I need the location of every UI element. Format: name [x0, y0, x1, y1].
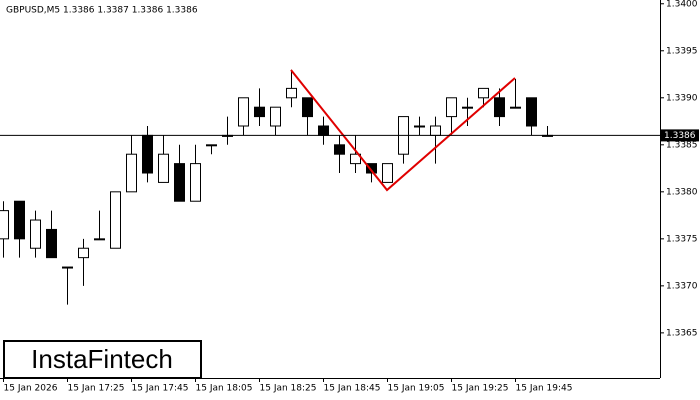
candle-body: [462, 106, 473, 109]
candle-body: [494, 97, 505, 118]
candle-body: [158, 153, 169, 183]
y-tick-label: 1.3400: [666, 0, 698, 9]
candle-body: [30, 219, 41, 249]
candle-body: [174, 163, 185, 202]
y-tick-label: 1.3390: [666, 93, 698, 103]
candle-body: [366, 163, 377, 174]
candle-body: [206, 144, 217, 147]
chart-title: GBPUSD,M5 1.3386 1.3387 1.3386 1.3386: [6, 6, 198, 16]
candle-body: [510, 106, 521, 109]
y-tick-label: 1.3395: [666, 46, 698, 56]
last-price-label: 1.3386: [664, 131, 696, 141]
candle-body: [270, 106, 281, 127]
logo-box: [3, 340, 202, 379]
candle-body: [382, 163, 393, 183]
candle-body: [78, 247, 89, 259]
x-tick-label: 15 Jan 19:05: [388, 384, 445, 394]
candle-body: [0, 210, 9, 240]
x-tick-label: 15 Jan 17:25: [68, 384, 125, 394]
candle-body: [414, 125, 425, 128]
candle-body: [14, 200, 25, 240]
candle-body: [302, 97, 313, 118]
x-tick-label: 15 Jan 19:45: [516, 384, 573, 394]
x-tick-label: 15 Jan 17:45: [132, 384, 189, 394]
candle-body: [254, 106, 265, 118]
candle-body: [62, 266, 73, 269]
candle-body: [126, 153, 137, 193]
x-tick-label: 15 Jan 18:45: [324, 384, 381, 394]
candle-body: [526, 97, 537, 127]
logo: InstaFintech: [31, 344, 173, 374]
candle-body: [318, 125, 329, 136]
x-tick-label: 15 Jan 18:25: [260, 384, 317, 394]
x-tick-label: 15 Jan 2026: [4, 384, 58, 394]
y-tick-label: 1.3375: [666, 234, 698, 244]
y-tick-label: 1.3385: [666, 140, 698, 150]
x-tick-label: 15 Jan 18:05: [196, 384, 253, 394]
last-price-box: [661, 129, 699, 142]
candle-body: [430, 125, 441, 136]
x-tick-label: 15 Jan 19:25: [452, 384, 509, 394]
y-tick-label: 1.3380: [666, 187, 698, 197]
candle-body: [350, 153, 361, 165]
double-top-pattern: [290, 69, 516, 192]
candle-body: [190, 163, 201, 202]
y-tick-label: 1.3370: [666, 281, 698, 291]
candle-body: [142, 134, 153, 174]
y-tick-label: 1.3365: [666, 328, 698, 338]
candle-body: [446, 97, 457, 118]
candle-body: [94, 238, 105, 241]
candle-body: [46, 228, 57, 259]
candle-body: [286, 87, 297, 99]
candle-body: [110, 191, 121, 249]
candle-body: [238, 97, 249, 127]
candle-body: [478, 87, 489, 99]
candle-body: [334, 144, 345, 155]
